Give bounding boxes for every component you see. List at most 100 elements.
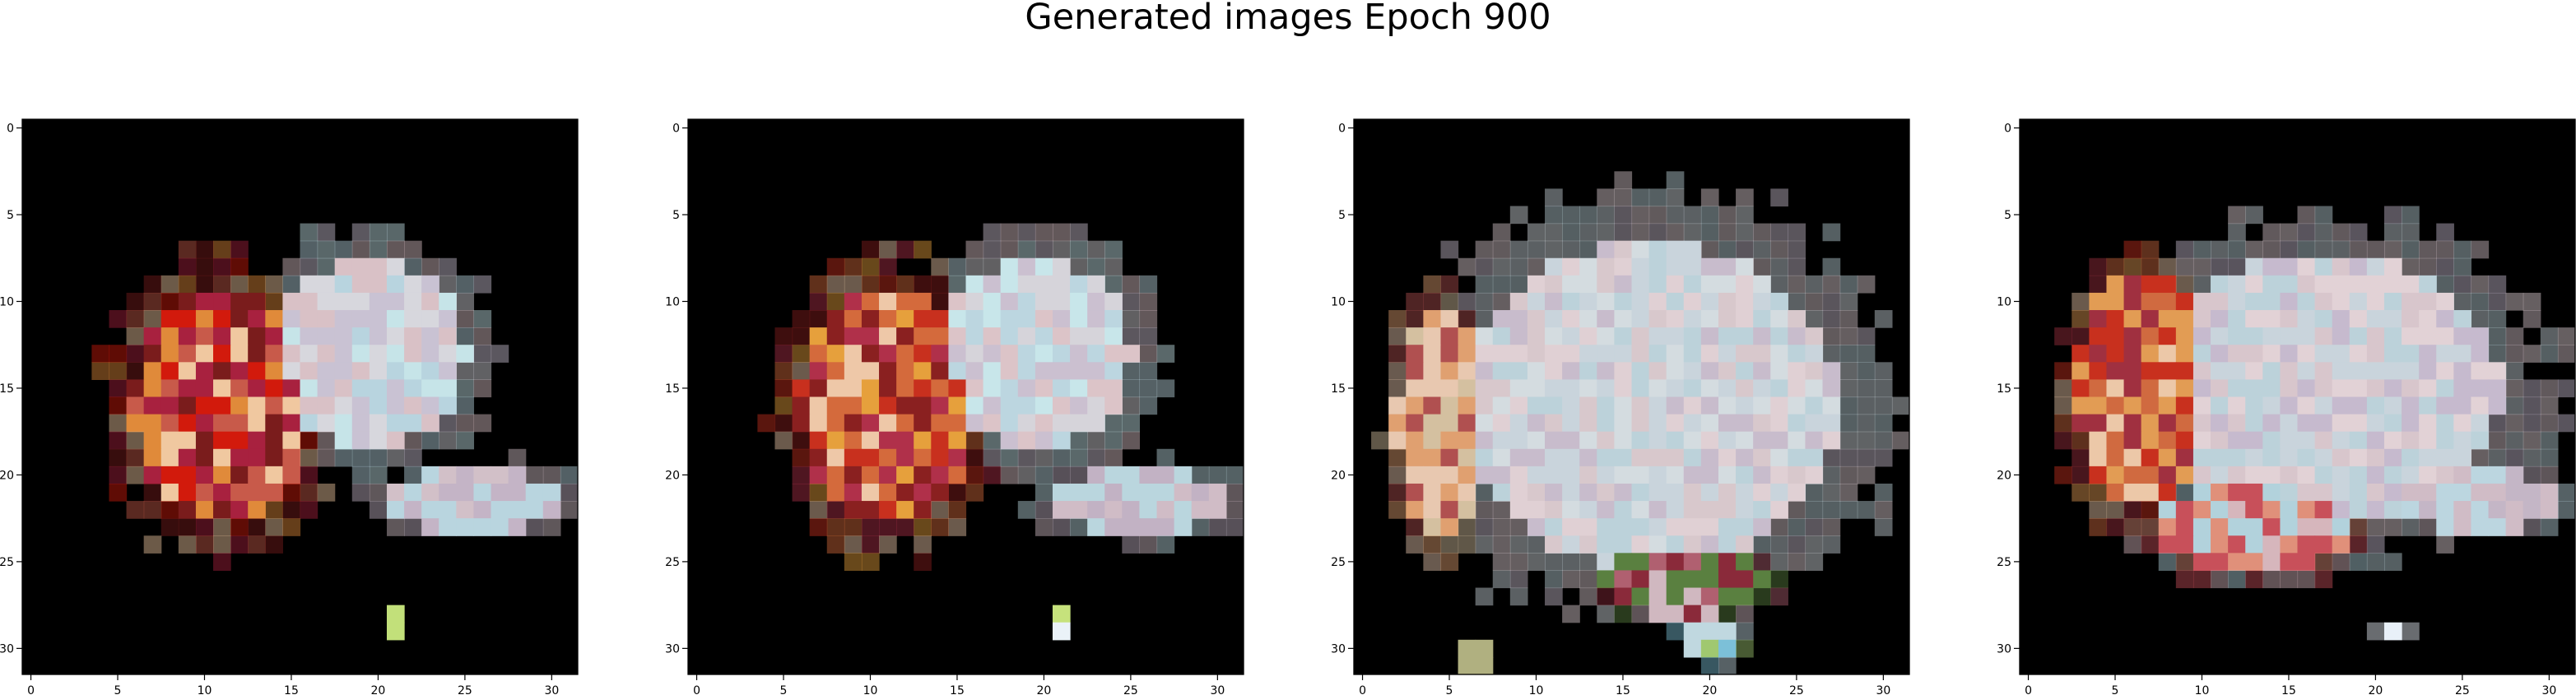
image-pixel	[248, 362, 266, 380]
image-pixel	[421, 414, 439, 433]
image-pixel	[1052, 414, 1071, 433]
image-pixel	[896, 466, 914, 484]
image-pixel	[896, 327, 914, 345]
image-pixel	[2540, 414, 2559, 433]
image-pixel	[914, 379, 932, 398]
image-pixel	[2228, 345, 2246, 363]
image-pixel	[109, 414, 128, 433]
image-pixel	[2262, 466, 2281, 484]
x-tick-label: 30	[544, 684, 559, 695]
image-pixel	[2228, 466, 2246, 484]
image-pixel	[1718, 310, 1737, 328]
image-pixel	[439, 414, 457, 433]
image-pixel	[2141, 310, 2160, 328]
image-pixel	[1597, 414, 1615, 433]
image-pixel	[774, 345, 793, 363]
image-pixel	[2523, 518, 2541, 536]
image-pixel	[1545, 431, 1563, 450]
image-pixel	[826, 535, 845, 554]
image-pixel	[1614, 448, 1633, 467]
image-pixel	[879, 483, 897, 502]
image-pixel	[2402, 310, 2420, 328]
image-pixel	[2383, 223, 2402, 242]
image-pixel	[1736, 310, 1754, 328]
image-pixel	[2436, 257, 2454, 276]
image-pixel	[230, 292, 249, 311]
image-pixel	[1597, 292, 1615, 311]
image-pixel	[386, 605, 405, 623]
image-pixel	[1648, 275, 1667, 294]
image-pixel	[2106, 448, 2125, 467]
image-pixel	[1458, 501, 1476, 519]
image-pixel	[1700, 310, 1719, 328]
image-pixel	[2523, 466, 2541, 484]
image-pixel	[2245, 292, 2263, 311]
image-pixel	[844, 414, 863, 433]
image-pixel	[1874, 310, 1893, 328]
image-pixel	[896, 240, 914, 259]
image-pixel	[230, 310, 249, 328]
image-pixel	[2228, 396, 2246, 415]
image-pixel	[248, 501, 266, 519]
image-pixel	[2089, 396, 2108, 415]
image-pixel	[809, 310, 828, 328]
image-pixel	[1770, 362, 1788, 380]
image-pixel	[2505, 379, 2524, 398]
image-pixel	[1683, 345, 1702, 363]
image-pixel	[1509, 292, 1528, 311]
image-pixel	[774, 396, 793, 415]
image-pixel	[143, 396, 162, 415]
image-pixel	[2314, 345, 2333, 363]
image-pixel	[2123, 501, 2142, 519]
image-pixel	[439, 396, 457, 415]
image-pixel	[2419, 396, 2437, 415]
image-pixel	[1492, 257, 1511, 276]
image-pixel	[948, 431, 967, 450]
image-pixel	[844, 483, 863, 502]
image-pixel	[1104, 240, 1123, 259]
image-pixel	[2453, 379, 2472, 398]
image-pixel	[213, 483, 231, 502]
image-pixel	[1562, 448, 1580, 467]
image-pixel	[2523, 379, 2541, 398]
y-tick-label: 20	[0, 469, 14, 482]
image-pixel	[1174, 501, 1193, 519]
image-pixel	[2436, 501, 2454, 519]
image-pixel	[2158, 379, 2177, 398]
image-pixel	[809, 345, 828, 363]
image-pixel	[2280, 275, 2299, 294]
image-pixel	[317, 345, 336, 363]
image-pixel	[965, 431, 984, 450]
image-pixel	[300, 396, 319, 415]
image-pixel	[1614, 171, 1633, 189]
image-pixel	[1122, 275, 1141, 294]
image-pixel	[2175, 275, 2194, 294]
image-pixel	[1475, 275, 1494, 294]
y-tick-label: 10	[1997, 295, 2011, 308]
image-pixel	[1666, 518, 1685, 536]
image-pixel	[2262, 501, 2281, 519]
image-pixel	[2453, 240, 2472, 259]
image-pixel	[2280, 448, 2299, 467]
image-pixel	[983, 466, 1002, 484]
image-pixel	[1545, 292, 1563, 311]
image-pixel	[2071, 396, 2090, 415]
image-pixel	[195, 518, 214, 536]
image-pixel	[1874, 379, 1893, 398]
image-pixel	[1035, 257, 1053, 276]
image-pixel	[2089, 483, 2108, 502]
image-pixel	[1648, 605, 1667, 623]
image-pixel	[1509, 570, 1528, 589]
image-pixel	[1579, 257, 1597, 276]
image-pixel	[369, 310, 388, 328]
image-pixel	[143, 310, 162, 328]
image-pixel	[282, 345, 301, 363]
image-pixel	[1156, 483, 1175, 502]
image-pixel	[1035, 310, 1053, 328]
image-pixel	[2211, 483, 2229, 502]
image-pixel	[2297, 553, 2316, 572]
image-pixel	[809, 414, 828, 433]
image-pixel	[1631, 223, 1650, 242]
image-pixel	[1122, 535, 1141, 554]
image-pixel	[2158, 345, 2177, 363]
